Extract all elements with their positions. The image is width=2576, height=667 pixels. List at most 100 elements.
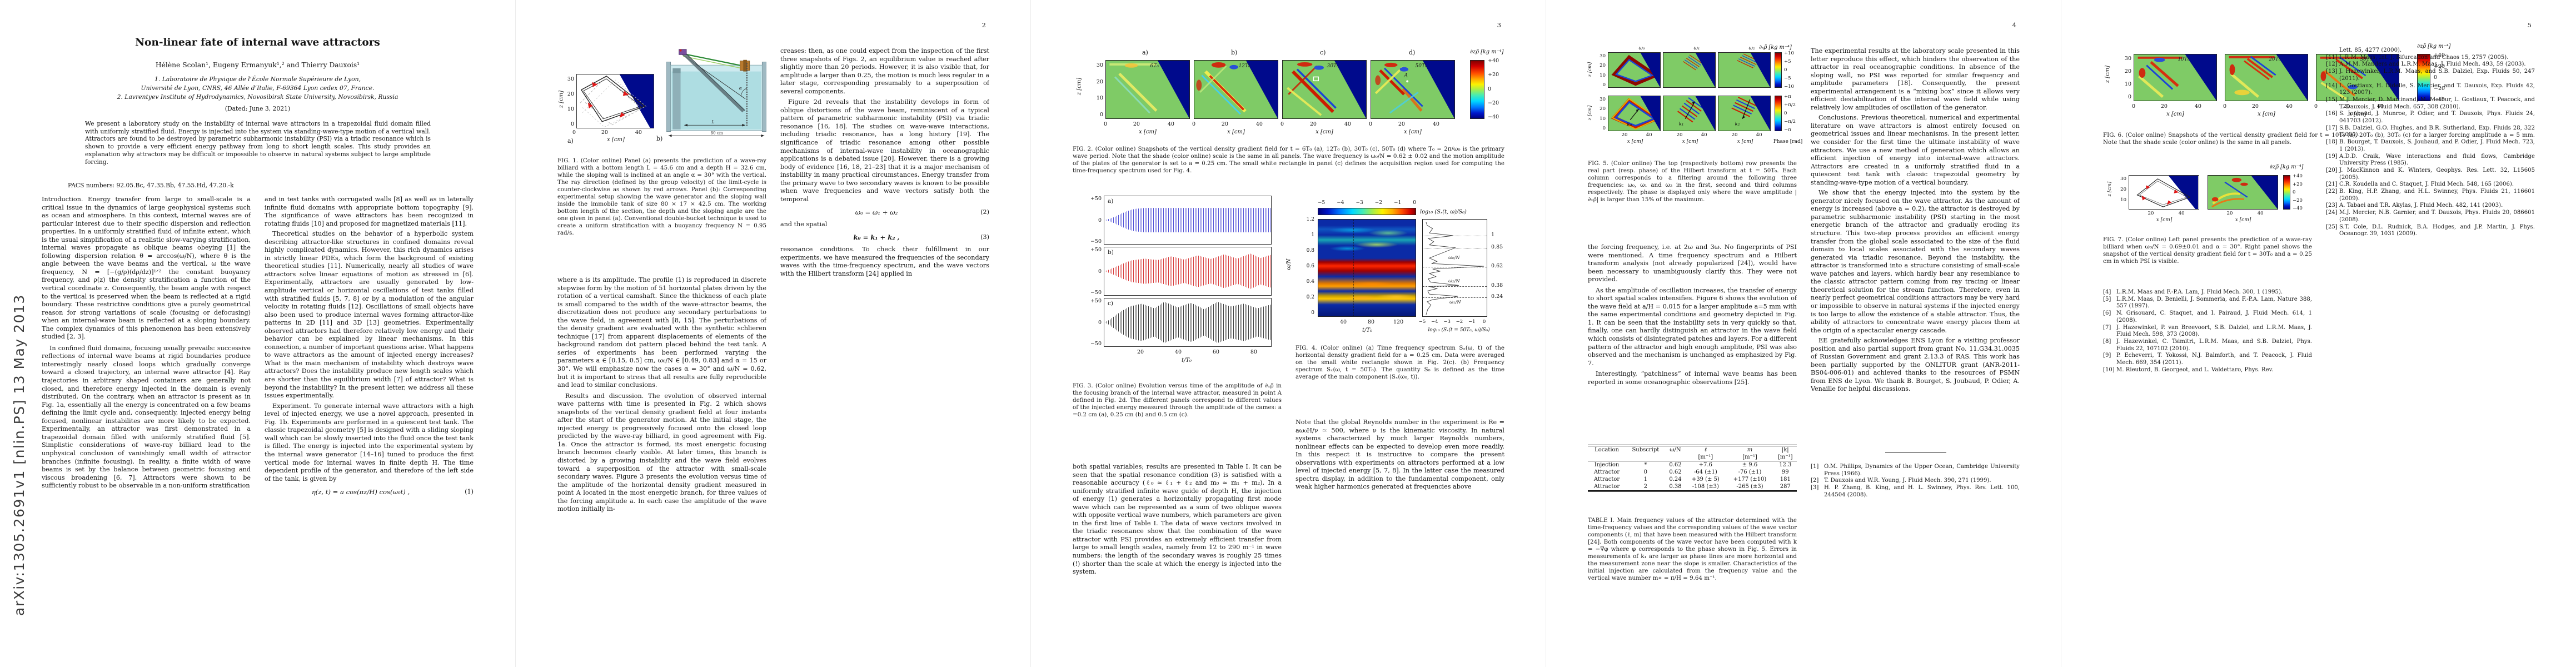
page3-column-left: both spatial variables; results are pres… — [1073, 463, 1282, 648]
fig4-x-tick-40: 40 — [1340, 319, 1347, 325]
table-1-caption: TABLE I. Main frequency values of the at… — [1588, 517, 1797, 581]
figure-1b-setup: α L 80 cm — [666, 47, 767, 141]
fig3-panel-b: b) — [1104, 247, 1272, 296]
reference-item: [20] J. MacKinnon and K. Winters, Geophys… — [2326, 167, 2535, 181]
equation-1-number: (1) — [465, 488, 474, 496]
paragraph: both spatial variables; results are pres… — [1073, 463, 1282, 576]
fig3-y-ticks-a: +50 0 −50 — [1090, 196, 1102, 245]
reference-item: [3] H. P. Zhang, B. King, and H. L. Swinn… — [1811, 485, 2020, 498]
figure-4: −5 −4 −3 −2 −1 0 log₁₀ (Sₓ(t, ω)/S₀) 1.2 1 0.8 0… — [1275, 196, 1520, 340]
paragraph: Conclusions. Previous theoretical, numer… — [1811, 114, 2020, 186]
figure-3: +50 0 −50 a) +50 0 −50 b) +50 0 −50 c) 20 40 60 8… — [1073, 196, 1282, 374]
affiliation-2: Université de Lyon, CNRS, 46 Allée d’Ita… — [141, 84, 375, 92]
reference-item: [4] L.R.M. Maas and F.-P.A. Lam, J. Fluid… — [2103, 289, 2283, 295]
fig3-panel-a: a) — [1104, 196, 1272, 245]
abstract: We present a laboratory study on the ins… — [85, 120, 431, 166]
svg-text:A: A — [1403, 72, 1408, 78]
fig5-ylabel-row2: z [cm] — [1587, 105, 1593, 121]
fig7-colorbar-ticks: +40 +20 0 −20 −40 — [2293, 173, 2303, 211]
reference-item: [7] J. Hazewinkel, P. van Breevoort, S.B.… — [2103, 324, 2312, 338]
page-number: 3 — [1497, 21, 1501, 29]
svg-text:k₂: k₂ — [1735, 121, 1740, 127]
fig3-y-ticks-b: +50 0 −50 — [1090, 247, 1102, 296]
fig5-xlabel-3: x [cm] — [1737, 139, 1753, 145]
fig2-y-label: z [cm] — [1076, 77, 1083, 96]
fig1b-80cm-label: 80 cm — [711, 130, 723, 135]
fig6-y-ticks: 30 20 10 0 — [2124, 56, 2131, 100]
fig2-time-d: 50T₀ — [1415, 63, 1427, 69]
equation-2: ω₀ = ω₁ + ω₂ (2) — [780, 208, 989, 217]
reference-item: [17] S.B. Dalziel, G.O. Hughes, and B.R. … — [2326, 125, 2535, 138]
fig4-dashed-time-marker — [1353, 220, 1354, 316]
figure-7-caption: FIG. 7. (Color online) Left panel presen… — [2103, 236, 2312, 265]
references-page4: [1] O.M. Phillips, Dynamics of the Upper … — [1811, 464, 2020, 499]
fig5-colorbar2-ticks: +π +π/2 0 −π/2 −π — [1784, 94, 1796, 133]
figure-2-caption: FIG. 2. (Color online) Snapshots of the … — [1073, 146, 1504, 174]
fig4-x-label: t/T₀ — [1362, 327, 1373, 334]
page-4: 4 ω₀ ω₁ ω₂ ∂ₓρ̃ [kg m⁻⁴] 30 20 10 0 z [cm] … — [1546, 0, 2061, 667]
references-rule — [1885, 452, 1946, 453]
paper-title: Non-linear fate of internal wave attract… — [135, 37, 380, 48]
reference-item: [21] C.R. Koudella and C. Staquet, J. Flu… — [2326, 181, 2514, 188]
fig6-colorbar-ticks: +40 +20 0 −20 −40 — [2434, 52, 2445, 103]
equation-2-number: (2) — [980, 208, 989, 216]
fig3-panel-c: c) — [1104, 298, 1272, 347]
affiliation-1: 1. Laboratoire de Physique de l’École No… — [154, 76, 361, 83]
fig4-x-tick-120: 120 — [1393, 319, 1404, 325]
svg-text:k₀: k₀ — [1627, 122, 1632, 127]
fig2-x-label-b: x [cm] — [1227, 129, 1245, 135]
fig7-colorbar-label: ∂zρ̃ [kg m⁻⁴] — [2270, 164, 2304, 170]
fig7-x-label-b: x [cm] — [2235, 217, 2251, 223]
reference-item: [1] O.M. Phillips, Dynamics of the Upper … — [1811, 464, 2020, 477]
authors: Hélène Scolan¹, Eugeny Ermanyuk¹,² and T… — [155, 61, 360, 69]
figure-1a-ray-plot — [576, 74, 654, 128]
page2-column-left: where a is its amplitude. The profile (1… — [557, 276, 766, 648]
reference-item: [19] A.D.D. Craik, Wave interactions and … — [2326, 153, 2535, 167]
fig4-line-024 — [1423, 297, 1487, 298]
fig5-colorbar-1 — [1775, 52, 1782, 88]
paragraph: In confined fluid domains, focusing usua… — [42, 344, 251, 490]
reference-item: [8] J. Hazewinkel, C. Tsimitri, L.R.M. Ma… — [2103, 338, 2312, 352]
fig5-panel-phase-w1: k₁ — [1663, 96, 1716, 131]
fig4-y-ticks: 1.2 1 0.8 0.6 0.4 0.2 0 — [1306, 217, 1314, 316]
fig2-panel-d: A 50T₀ — [1371, 60, 1455, 119]
reference-item: [16] S. Joubaud, J. Munroe, P. Odier, and… — [2326, 111, 2535, 125]
fig5-panel-phase-w0: k₀ — [1608, 96, 1661, 131]
fig2-panel-b: 12T₀ — [1194, 60, 1278, 119]
table-row: Attractor 1 0.24 +39 (± 5) +177 (±10) 181 — [1593, 476, 1791, 482]
figure-5: ω₀ ω₁ ω₂ ∂ₓρ̃ [kg m⁻⁴] 30 20 10 0 z [cm] +1… — [1587, 44, 1810, 153]
equation-1-body: η(z, t) = a cos(πz/H) cos(ω₀t) , — [311, 488, 410, 496]
figure-5-caption: FIG. 5. (Color online) The top (respecti… — [1588, 160, 1797, 203]
fig5-xlabel-2: x [cm] — [1682, 139, 1698, 145]
page-2: 2 30 20 10 0 z [cm] 0 20 40 x [cm] a) — [515, 0, 1030, 667]
fig4-freq-label-038: 0.38 — [1491, 282, 1503, 288]
fig4-freq-label-062: 0.62 — [1491, 263, 1503, 269]
figure-4-caption: FIG. 4. (Color online) (a) Time frequenc… — [1296, 345, 1504, 380]
fig4-x-tick-80: 80 — [1368, 319, 1375, 325]
references-page5-left: [4] L.R.M. Maas and F.-P.A. Lam, J. Fluid… — [2103, 289, 2312, 374]
fig4-freq-label-085: 0.85 — [1491, 244, 1503, 250]
fig2-y-ticks: 30 20 10 0 — [1096, 62, 1103, 118]
fig3-wave-black — [1105, 302, 1270, 343]
fig3-x-ticks: 20 40 60 80 — [1137, 349, 1257, 355]
figure-6-caption: FIG. 6. (Color online) Snapshots of the … — [2103, 132, 2535, 146]
fig4-annotation-w1: ω₁/N — [1449, 300, 1461, 305]
page-number: 4 — [2012, 21, 2016, 29]
fig5-ylabel-row1: z [cm] — [1587, 62, 1593, 77]
paragraph: creases: then, as one could expect from … — [780, 47, 989, 95]
fig5-xticks-3: 20 40 — [1731, 132, 1762, 138]
fig6-x-label-a: x [cm] — [2166, 111, 2184, 117]
fig7-y-ticks: 30 20 10 — [2120, 176, 2126, 203]
fig1b-L-label: L — [711, 119, 714, 124]
fig2-letter-a: a) — [1142, 49, 1148, 56]
fig6-x-ticks-a: 0 20 40 — [2131, 103, 2201, 109]
reference-item: [14] L. Gostiaux, H. Didelle, S. Mercier,… — [2326, 82, 2535, 96]
equation-3-number: (3) — [980, 233, 989, 241]
fig5-panel-phase-w2: k₂ — [1718, 96, 1771, 131]
fig6-time-b: 20T₀ — [2269, 57, 2281, 63]
fig7-ray-panel — [2129, 175, 2199, 210]
fig2-panel-a: 6T₀ — [1105, 60, 1190, 119]
fig6-colorbar-label: ∂zρ̃ [kg m⁻⁴] — [2417, 43, 2451, 49]
fig5-panel-real-w2 — [1718, 52, 1771, 88]
table-row: Attractor 2 0.38 -108 (±3) -265 (±3) 287 — [1593, 484, 1791, 490]
